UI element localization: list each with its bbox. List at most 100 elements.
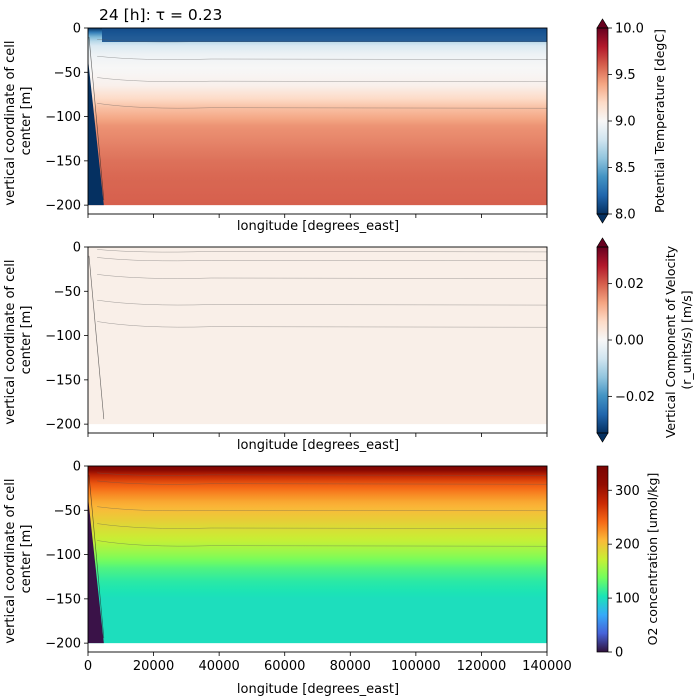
colorbar-extend-bottom [596,432,609,443]
boundary-wall [88,36,105,206]
contour-line [97,39,548,43]
y-axis-label-line-2: center [m] [19,87,34,156]
x-tick-label: 60000 [264,659,305,674]
heatmap-field [88,28,547,206]
contour-line [97,103,548,109]
y-tick-label: −150 [45,154,81,169]
contour-lines [97,472,548,547]
wall-polygon [88,59,104,206]
y-tick-label: −50 [54,504,81,519]
contour-line [97,249,548,253]
colorbar-tick-label: 10.0 [615,22,644,37]
colorbar-tick-label: 8.5 [615,161,636,176]
colorbar-tick-label: 300 [615,484,640,499]
colorbar: 8.0 8.5 9.0 9.5 10.0 [596,18,644,224]
y-tick-label: −150 [45,592,81,607]
surface-layer [102,28,547,42]
heatmap-field [88,466,547,644]
x-axis [87,214,548,218]
contour-line [97,472,548,476]
boundary-wall [88,255,105,420]
x-tick-label: 140000 [522,659,572,674]
x-axis-label: longitude [degrees_east] [237,438,399,453]
wall-edge [88,474,105,639]
colorbar-label: Vertical Component of Velocity (r_units/… [663,242,694,438]
panel-potential-temperature: 0 −50 −100 −150 −200 longitude [degrees_east… [3,18,667,234]
figure-title: 24 [h]: τ = 0.23 [99,6,222,24]
colorbar-tick-label: 8.0 [615,208,636,223]
y-axis: 0 −50 −100 −150 −200 [45,22,88,214]
heatmap-area [88,247,547,425]
colorbar-tick-label: −0.02 [615,390,655,405]
plot-frame [87,246,548,434]
colorbar-tick-label: 0.02 [615,277,644,292]
plot-frame [87,465,548,653]
boundary-wall [88,474,105,644]
contour-line [97,523,548,529]
x-tick-label: 40000 [198,659,239,674]
y-axis-label-line-1: vertical coordinate of cell [3,41,18,206]
colorbar-body [597,28,608,214]
y-axis: 0 −50 −100 −150 −200 [45,241,88,433]
heatmap-field [88,247,547,425]
colorbar-label: O2 concentration [umol/kg] [645,473,660,646]
x-tick-label: 0 [84,659,92,674]
x-tick-label: 80000 [330,659,371,674]
colorbar-tick-label: 0 [615,646,623,661]
colorbar-frame [596,465,609,653]
contour-line [97,506,548,512]
colorbar-tick-label: 100 [615,592,640,607]
y-axis-label-line-2: center [m] [19,306,34,375]
y-axis-label-line-1: vertical coordinate of cell [3,479,18,644]
colorbar-label-line-2: (r_units/s) [m/s] [679,290,694,389]
colorbar-body [597,247,608,433]
panel-vertical-velocity: 0 −50 −100 −150 −200 longitude [degrees_east… [3,237,694,453]
contour-line [97,274,548,279]
y-tick-label: −100 [45,548,81,563]
y-axis-label-line-2: center [m] [19,525,34,594]
x-tick-label: 20000 [133,659,174,674]
x-tick-label: 120000 [457,659,507,674]
x-axis [87,433,548,437]
contour-line [97,480,548,485]
heatmap-area [88,466,547,644]
contour-line [97,321,548,328]
contour-line [97,77,548,82]
y-tick-label: −150 [45,373,81,388]
y-tick-label: −200 [45,637,81,652]
x-axis: 0 20000 40000 60000 80000 100000 120000 140000 [84,652,572,674]
y-tick-label: 0 [73,241,81,256]
colorbar-label: Potential Temperature [degC] [652,29,667,213]
y-tick-label: −200 [45,418,81,433]
colorbar-tick-label: 9.5 [615,68,636,83]
y-axis-label: vertical coordinate of cell center [m] [3,255,34,424]
contour-line [97,55,548,60]
plot-frame [87,27,548,215]
y-axis-label: vertical coordinate of cell center [m] [3,36,34,205]
y-tick-label: −100 [45,329,81,344]
colorbar: 0 100 200 300 [596,465,640,661]
heatmap-area [88,28,547,206]
wall-edge [88,36,105,201]
colorbar-extend-bottom [596,213,609,224]
colorbar-tick-label: 0.00 [615,334,644,349]
colorbar-extend-top [596,18,609,29]
y-tick-label: −50 [54,285,81,300]
contour-lines [97,249,548,328]
contour-line [97,257,548,262]
contour-lines [97,39,548,109]
y-tick-label: 0 [73,22,81,37]
y-tick-label: 0 [73,460,81,475]
colorbar-tick-label: 9.0 [615,115,636,130]
y-tick-label: −200 [45,199,81,214]
colorbar-label-line-1: Vertical Component of Velocity [663,245,678,438]
contour-line [97,540,548,547]
y-tick-label: −50 [54,66,81,81]
contour-line [97,299,548,306]
x-tick-label: 100000 [391,659,441,674]
y-axis: 0 −50 −100 −150 −200 [45,460,88,652]
colorbar: −0.02 0.00 0.02 [596,237,655,443]
wall-polygon [88,497,104,644]
y-axis-label: vertical coordinate of cell center [m] [3,474,34,643]
